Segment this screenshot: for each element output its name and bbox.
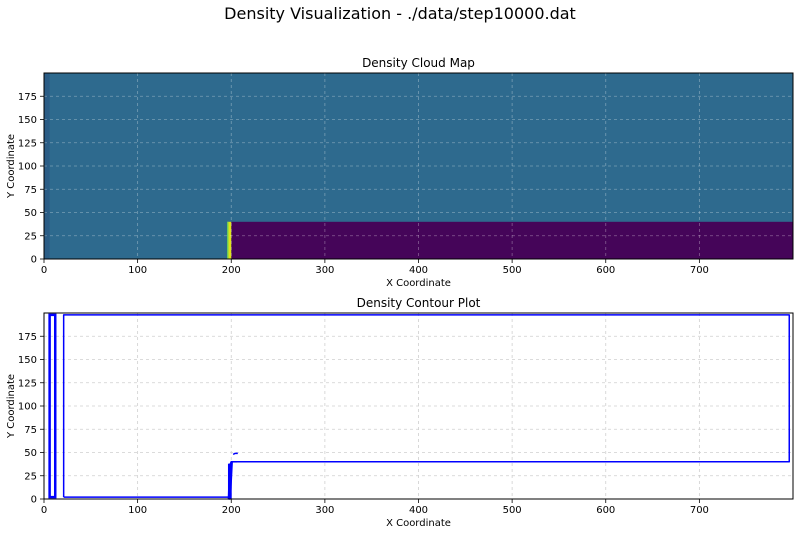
heatmap-title: Density Cloud Map [362,56,475,70]
heatmap-y-tick-label: 50 [24,208,37,219]
contour-y-tick-label: 0 [31,495,37,506]
contour-y-tick-label: 175 [18,332,37,343]
contour-x-tick-label: 500 [503,505,522,516]
heatmap-y-ticks: 0 25 50 75 100 125 150 175 [18,92,44,266]
heatmap-region-dense-block [231,221,793,259]
heatmap-panel: Density Cloud Map 0 100 200 300 400 500 600 700… [6,56,794,289]
heatmap-y-tick-label: 75 [24,185,37,196]
contour-line-droplet [232,452,238,456]
contour-interface-band [227,463,232,499]
heatmap-x-tick-label: 0 [41,265,47,276]
contour-panel: Density Contour Plot 0 100 200 300 400 500 600… [6,296,794,529]
heatmap-y-tick-label: 175 [18,92,37,103]
heatmap-region-left-strip [44,73,50,259]
heatmap-x-tick-label: 700 [690,265,709,276]
contour-x-tick-label: 400 [409,505,428,516]
contour-x-axis-label: X Coordinate [386,518,451,529]
heatmap-x-tick-label: 100 [128,265,147,276]
contour-x-tick-label: 600 [596,505,615,516]
contour-x-ticks: 0 100 200 300 400 500 600 700 [41,499,709,516]
contour-grid [44,313,793,499]
heatmap-y-tick-label: 100 [18,162,37,173]
heatmap-interface-edge [227,221,229,259]
heatmap-x-tick-label: 300 [315,265,334,276]
heatmap-y-tick-label: 125 [18,138,37,149]
contour-x-tick-label: 700 [690,505,709,516]
contour-y-tick-label: 50 [24,448,37,459]
contour-y-tick-label: 25 [24,471,37,482]
contour-x-tick-label: 0 [41,505,47,516]
heatmap-grid [44,73,793,259]
contour-y-tick-label: 100 [18,402,37,413]
contour-y-axis-label: Y Coordinate [6,374,17,439]
contour-x-tick-label: 100 [128,505,147,516]
contour-lines [48,313,791,500]
heatmap-x-tick-label: 400 [409,265,428,276]
contour-y-tick-label: 125 [18,378,37,389]
contour-y-tick-label: 150 [18,355,37,366]
figure-suptitle: Density Visualization - ./data/step10000… [224,4,576,23]
heatmap-x-tick-label: 500 [503,265,522,276]
contour-x-tick-label: 200 [222,505,241,516]
contour-x-tick-label: 300 [315,505,334,516]
heatmap-cells [44,73,793,259]
heatmap-x-tick-label: 600 [596,265,615,276]
heatmap-y-axis-label: Y Coordinate [6,134,17,199]
heatmap-x-axis-label: X Coordinate [386,278,451,289]
heatmap-x-tick-label: 200 [222,265,241,276]
heatmap-y-tick-label: 150 [18,115,37,126]
contour-title: Density Contour Plot [357,296,481,310]
heatmap-region-interface [227,221,232,259]
heatmap-x-ticks: 0 100 200 300 400 500 600 700 [41,259,709,276]
contour-y-ticks: 0 25 50 75 100 125 150 175 [18,332,44,506]
contour-left-band-outline [48,313,57,499]
heatmap-y-tick-label: 25 [24,231,37,242]
contour-y-tick-label: 75 [24,425,37,436]
heatmap-y-tick-label: 0 [31,255,37,266]
